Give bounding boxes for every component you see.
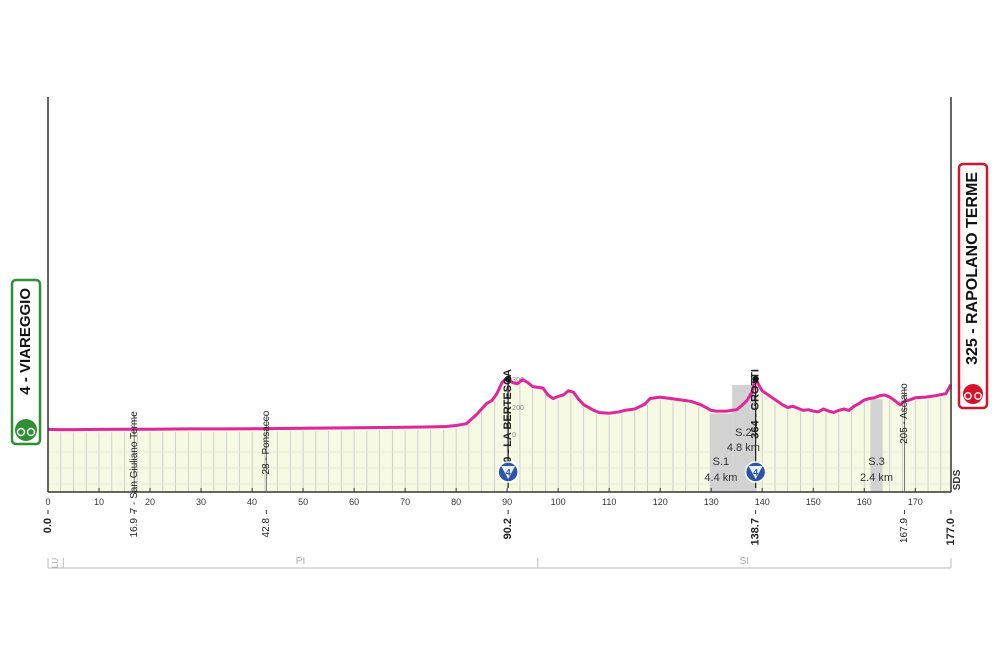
x-tick-label: 10 (94, 497, 104, 507)
mountain-icon (501, 466, 516, 479)
gravel-sector-name: S.1 (713, 456, 730, 468)
x-tick-label: 130 (704, 497, 719, 507)
x-tick-label: 120 (653, 497, 668, 507)
x-tick-label: 110 (602, 497, 616, 507)
bike-icon-wheel (26, 427, 36, 437)
x-tick-label: 20 (145, 497, 155, 507)
x-tick-label: 90 (502, 497, 512, 507)
x-axis: 0 10 20 30 40 50 60 70 80 90 100 110 120 130 140 150 160… (42, 97, 963, 546)
profile-line-layer (47, 376, 953, 432)
bike-icon-wheel (974, 392, 982, 400)
climb-category-label: 4 (753, 468, 758, 478)
km-label: 0.0 (42, 518, 54, 533)
place-markers: 7 - San Giuliano Terme 28 - Ponsacco 205 -… (129, 383, 910, 513)
gravel-sector-name: S.3 (868, 456, 885, 468)
start-badge: 4 - VIAREGGIO (10, 278, 42, 446)
climb-label: 470 - LA BERTESCA (502, 369, 514, 475)
mountain-icon (748, 466, 763, 479)
x-tick-label: 140 (755, 497, 770, 507)
start-name: 4 - VIAREGGIO (17, 288, 34, 395)
x-tick-label: 100 (551, 497, 566, 507)
place-label: 205 - Asciano (899, 383, 910, 444)
sprint-marker-label: SDS (952, 469, 963, 490)
x-tick-label: 170 (908, 497, 923, 507)
km-label: 167.9 (899, 518, 910, 543)
place-label: 7 - San Giuliano Terme (129, 411, 140, 514)
km-label: 138.7 (750, 518, 762, 546)
bike-icon (16, 427, 26, 437)
climb-label: 364 - GROTTI (750, 369, 762, 439)
finish-badge-frame (957, 162, 989, 410)
gravel-sector (870, 399, 883, 492)
gravel-sector-length: 4.8 km (727, 442, 760, 454)
finish-name: 325 - RAPOLANO TERME (964, 172, 981, 365)
x-tick-label: 30 (196, 497, 206, 507)
km-label: 177.0 (945, 518, 957, 546)
x-tick-label: 50 (298, 497, 308, 507)
start-badge-frame (10, 278, 42, 446)
x-tick-label: 70 (400, 497, 410, 507)
place-label: 28 - Ponsacco (261, 410, 272, 474)
x-tick-label: 160 (857, 497, 872, 507)
x-tick-label: 80 (451, 497, 461, 507)
elevation-tick-label: 0 (512, 432, 516, 439)
elevation-tick-label: 300 (512, 377, 524, 384)
province-band: LU PI SI (47, 556, 952, 569)
km-label: 90.2 (502, 518, 514, 539)
x-tick-label: 150 (806, 497, 821, 507)
gravel-sector (709, 413, 733, 492)
province-label: LU (51, 558, 60, 568)
km-label: 16.9 (129, 518, 140, 538)
gravel-sector-name: S.2 (735, 427, 752, 439)
climb-category-label: 4 (506, 468, 511, 478)
x-tick-label: 40 (247, 497, 257, 507)
x-tick-label: 60 (349, 497, 359, 507)
x-tick-label: 0 (45, 497, 50, 507)
climb-summit-dot (752, 375, 759, 383)
profile-line (47, 376, 953, 432)
province-label: PI (296, 556, 305, 567)
climb-summit-dot (504, 375, 512, 383)
gravel-sector-length: 4.4 km (704, 472, 737, 484)
elevation-tick-label: 200 (512, 405, 524, 412)
province-label: SI (740, 556, 749, 567)
gravel-sector-length: 2.4 km (860, 472, 893, 484)
km-label: 42.8 (261, 518, 272, 538)
finish-badge: 325 - RAPOLANO TERME (957, 162, 989, 410)
start-finish-markers: 4 - VIAREGGIO 325 - RAPOLANO TERME (10, 162, 989, 446)
bike-icon (964, 392, 972, 400)
